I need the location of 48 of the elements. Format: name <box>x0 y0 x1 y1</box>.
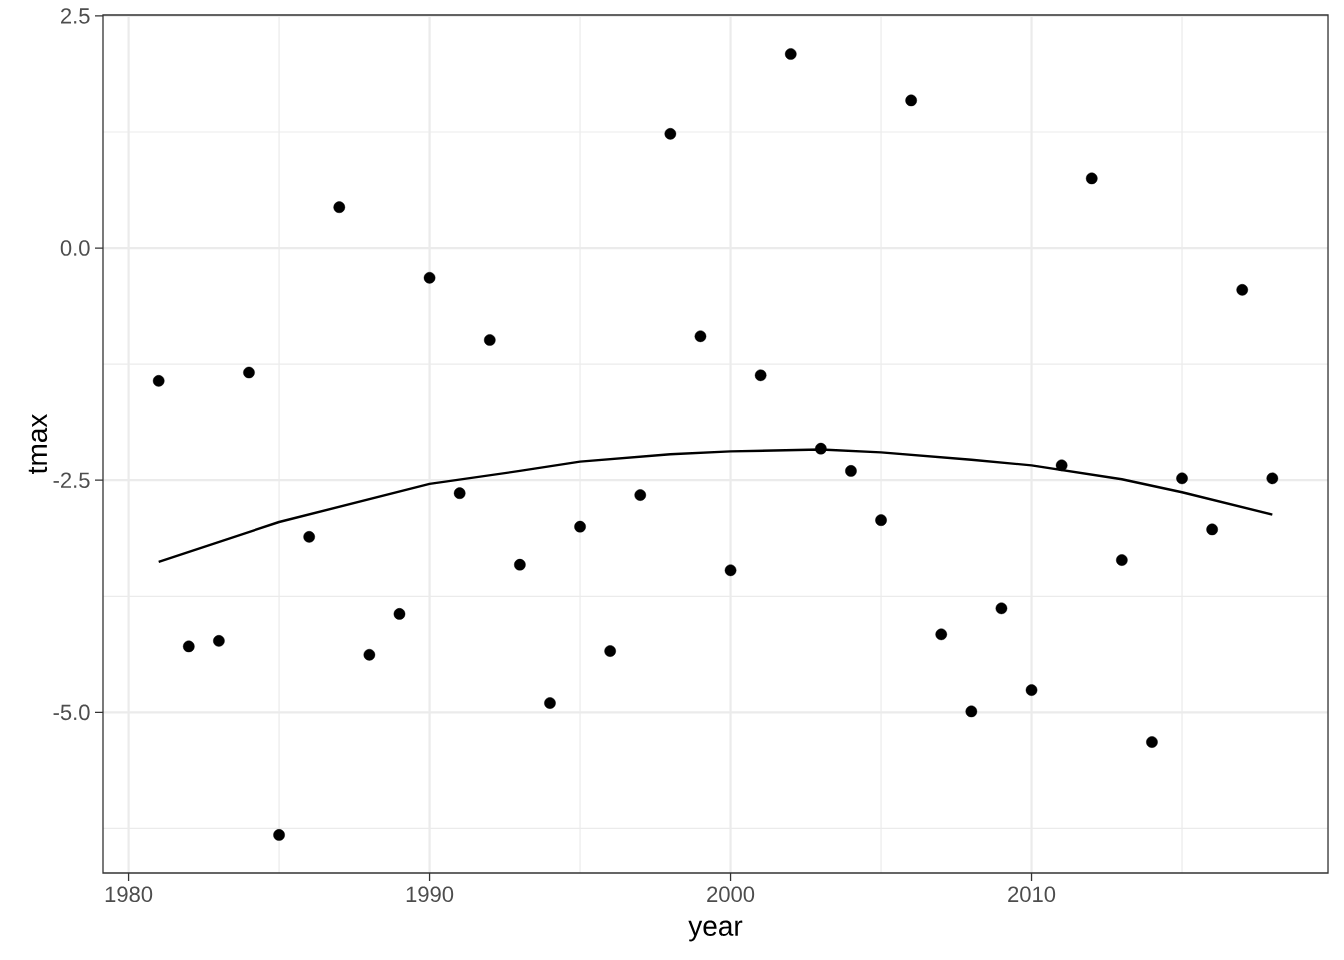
point <box>694 330 707 343</box>
point <box>1176 472 1188 485</box>
point <box>363 648 376 661</box>
x-tick-label: 1990 <box>406 886 454 903</box>
point <box>273 829 285 841</box>
y-axis-title: tmax <box>28 413 48 474</box>
y-tick-label: 2.5 <box>61 8 90 24</box>
point <box>483 334 496 346</box>
point <box>423 271 436 284</box>
point <box>815 442 827 455</box>
x-tick-label: 2000 <box>707 886 755 903</box>
y-tick-label: -5.0 <box>53 704 90 721</box>
point <box>1055 459 1068 472</box>
y-tick-label: -2.5 <box>53 472 90 488</box>
x-tick-label: 2010 <box>1008 886 1056 903</box>
point <box>1266 472 1279 485</box>
point <box>724 564 737 577</box>
point <box>243 366 255 379</box>
point <box>1146 736 1158 748</box>
point <box>182 640 195 653</box>
point <box>333 201 346 213</box>
point <box>1116 554 1128 566</box>
x-tick-label: 1980 <box>105 886 153 903</box>
point <box>664 128 677 140</box>
point <box>995 602 1008 615</box>
point <box>845 465 857 477</box>
x-axis-title: year <box>688 920 743 942</box>
point <box>754 369 767 382</box>
point <box>1085 172 1098 185</box>
point <box>453 487 466 500</box>
point <box>514 558 526 571</box>
point <box>604 645 616 657</box>
point <box>544 697 556 709</box>
y-tick-label: 0.0 <box>60 240 90 256</box>
point <box>905 94 917 107</box>
point <box>1206 523 1218 536</box>
point <box>213 635 225 647</box>
point <box>875 514 887 526</box>
point <box>152 375 165 387</box>
point <box>784 48 797 60</box>
point <box>393 608 406 620</box>
point <box>965 705 978 718</box>
point <box>634 489 647 501</box>
point <box>1236 284 1249 296</box>
point <box>935 628 948 641</box>
point <box>303 531 315 543</box>
point <box>1025 684 1038 696</box>
point <box>574 520 586 533</box>
